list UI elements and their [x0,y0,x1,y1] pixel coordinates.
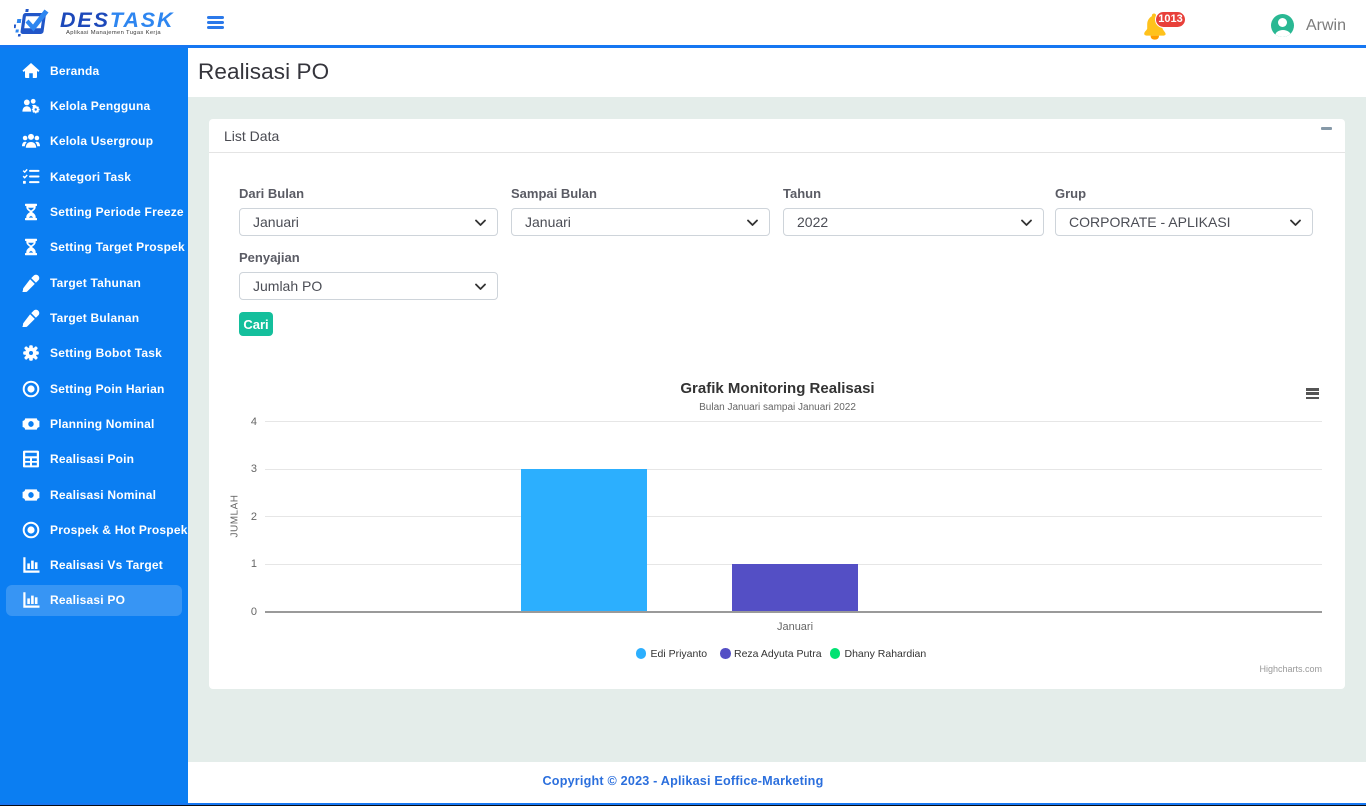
svg-text:Aplikasi Manajemen Tugas Kerja: Aplikasi Manajemen Tugas Kerja [66,30,161,36]
svg-text:DESTASK: DESTASK [60,8,174,32]
